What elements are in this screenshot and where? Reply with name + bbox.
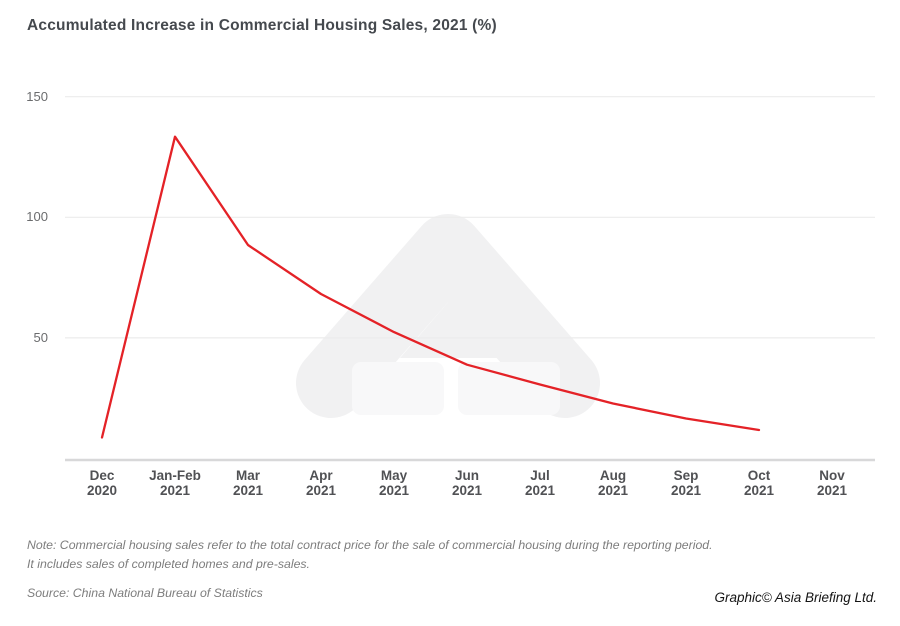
x-tick-label: Dec 2020 bbox=[86, 468, 118, 498]
x-tick-label: Oct 2021 bbox=[743, 468, 775, 498]
x-tick-label: Aug 2021 bbox=[597, 468, 629, 498]
y-tick-label: 100 bbox=[26, 209, 48, 225]
x-tick-label: Mar 2021 bbox=[232, 468, 264, 498]
asia-briefing-watermark-icon bbox=[296, 214, 600, 418]
x-tick-label: Apr 2021 bbox=[305, 468, 337, 498]
x-tick-label: Jan-Feb 2021 bbox=[149, 468, 201, 498]
graphic-credit: Graphic© Asia Briefing Ltd. bbox=[714, 590, 877, 605]
x-tick-label: Jul 2021 bbox=[524, 468, 556, 498]
chart-title: Accumulated Increase in Commercial Housi… bbox=[27, 17, 497, 34]
footnote-line-1: Note: Commercial housing sales refer to … bbox=[27, 538, 713, 552]
x-tick-label: Jun 2021 bbox=[451, 468, 483, 498]
x-tick-label: Nov 2021 bbox=[816, 468, 848, 498]
y-tick-label: 50 bbox=[33, 329, 48, 345]
footnote-line-2: It includes sales of completed homes and… bbox=[27, 557, 310, 571]
footnote: Note: Commercial housing sales refer to … bbox=[27, 536, 713, 574]
x-tick-label: Sep 2021 bbox=[670, 468, 702, 498]
source-attribution: Source: China National Bureau of Statist… bbox=[27, 586, 263, 600]
x-tick-label: May 2021 bbox=[378, 468, 410, 498]
data-series-line bbox=[100, 135, 761, 439]
y-tick-label: 150 bbox=[26, 88, 48, 104]
gridlines bbox=[65, 96, 875, 462]
series-polyline bbox=[100, 135, 761, 439]
